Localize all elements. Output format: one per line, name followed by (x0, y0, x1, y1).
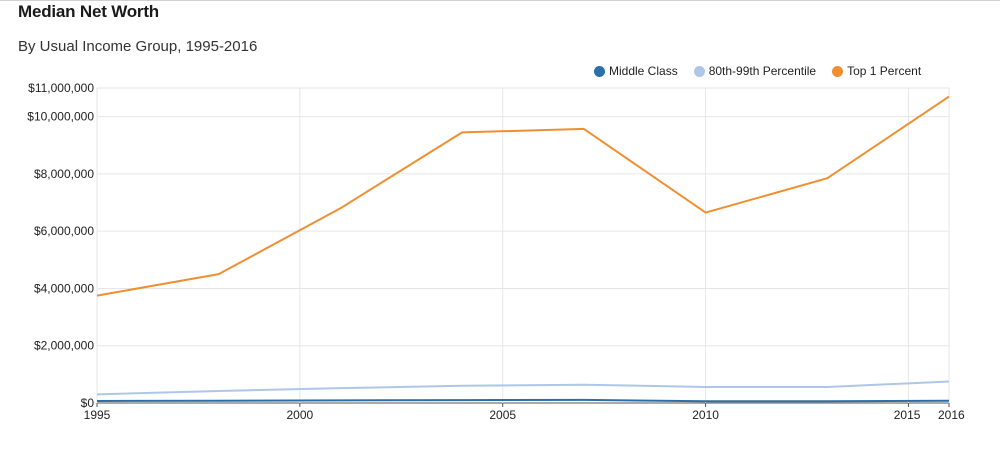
x-tick-label: 2016 (938, 408, 965, 422)
series-line-middle-class (96, 398, 950, 403)
y-tick-label: $2,000,000 (34, 339, 94, 353)
legend-item-middle-class[interactable]: Middle Class (594, 64, 678, 78)
x-tick-label: 2005 (489, 408, 516, 422)
series-line-80th-99th-percentile (96, 380, 950, 396)
series-line-top-1-percent (96, 95, 950, 297)
legend-dot-middle-class (594, 65, 605, 77)
y-tick-label: $6,000,000 (34, 224, 94, 238)
x-tick-label: 2015 (894, 408, 921, 422)
x-tick-label: 2000 (287, 408, 314, 422)
legend-item-80th-99th[interactable]: 80th-99th Percentile (693, 64, 817, 78)
legend-dot-80th-99th (693, 65, 705, 77)
x-tick-label: 1995 (84, 408, 111, 422)
y-tick-label: $4,000,000 (34, 281, 94, 295)
chart-title: Median Net Worth (18, 2, 159, 21)
legend-label-middle-class: Middle Class (609, 64, 678, 78)
legend: Middle Class 80th-99th Percentile Top 1 … (594, 64, 921, 78)
legend-label-80th-99th: 80th-99th Percentile (708, 64, 817, 78)
top-border (0, 0, 1000, 1)
y-tick-label: $8,000,000 (34, 167, 94, 181)
legend-dot-top-1-percent (832, 65, 844, 77)
y-tick-label: $11,000,000 (28, 81, 94, 95)
legend-item-top-1-percent[interactable]: Top 1 Percent (832, 64, 921, 78)
y-tick-label: $0 (81, 396, 95, 410)
chart-subtitle: By Usual Income Group, 1995-2016 (18, 38, 258, 55)
legend-label-top-1-percent: Top 1 Percent (847, 64, 922, 78)
x-tick-label: 2010 (692, 408, 719, 422)
y-tick-label: $10,000,000 (27, 110, 94, 124)
